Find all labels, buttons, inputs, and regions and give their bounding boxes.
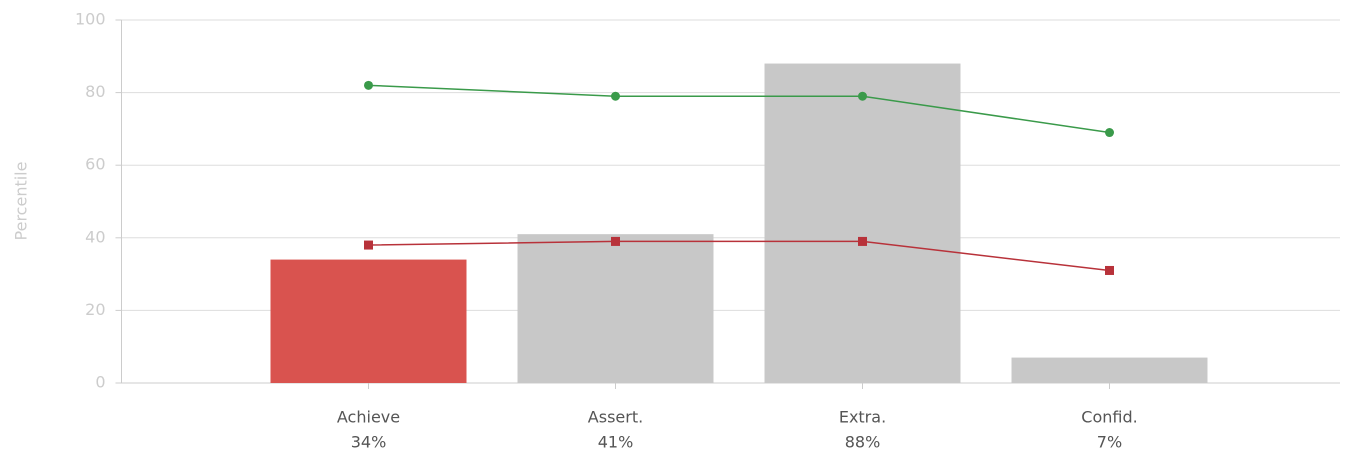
line xyxy=(368,240,1110,272)
bar xyxy=(270,259,467,383)
marker xyxy=(858,91,867,101)
marker xyxy=(1105,128,1114,138)
x-tick-label: Assert. xyxy=(588,408,643,427)
y-tick-label: 60 xyxy=(85,155,105,174)
value-label: 34% xyxy=(351,433,387,452)
x-tick-label: Extra. xyxy=(839,408,886,427)
bar xyxy=(1011,357,1208,383)
marker xyxy=(364,240,373,250)
value-label: 7% xyxy=(1097,433,1122,452)
y-tick-label: 40 xyxy=(85,227,105,246)
value-label: 88% xyxy=(845,433,881,452)
marker xyxy=(858,236,867,246)
line xyxy=(368,84,1110,134)
y-tick-label: 0 xyxy=(95,373,105,392)
value-label: 41% xyxy=(598,433,634,452)
x-tick-label: Confid. xyxy=(1081,408,1137,427)
marker xyxy=(611,236,620,246)
marker xyxy=(611,91,620,101)
y-tick-label: 80 xyxy=(85,82,105,101)
y-tick-label: 20 xyxy=(85,300,105,319)
marker xyxy=(1105,265,1114,275)
bar xyxy=(764,63,961,384)
bar xyxy=(517,234,714,383)
y-tick-label: 100 xyxy=(75,10,106,29)
x-tick-label: Achieve xyxy=(337,408,400,427)
marker xyxy=(364,80,373,90)
y-axis-label: Percentile xyxy=(12,162,31,241)
